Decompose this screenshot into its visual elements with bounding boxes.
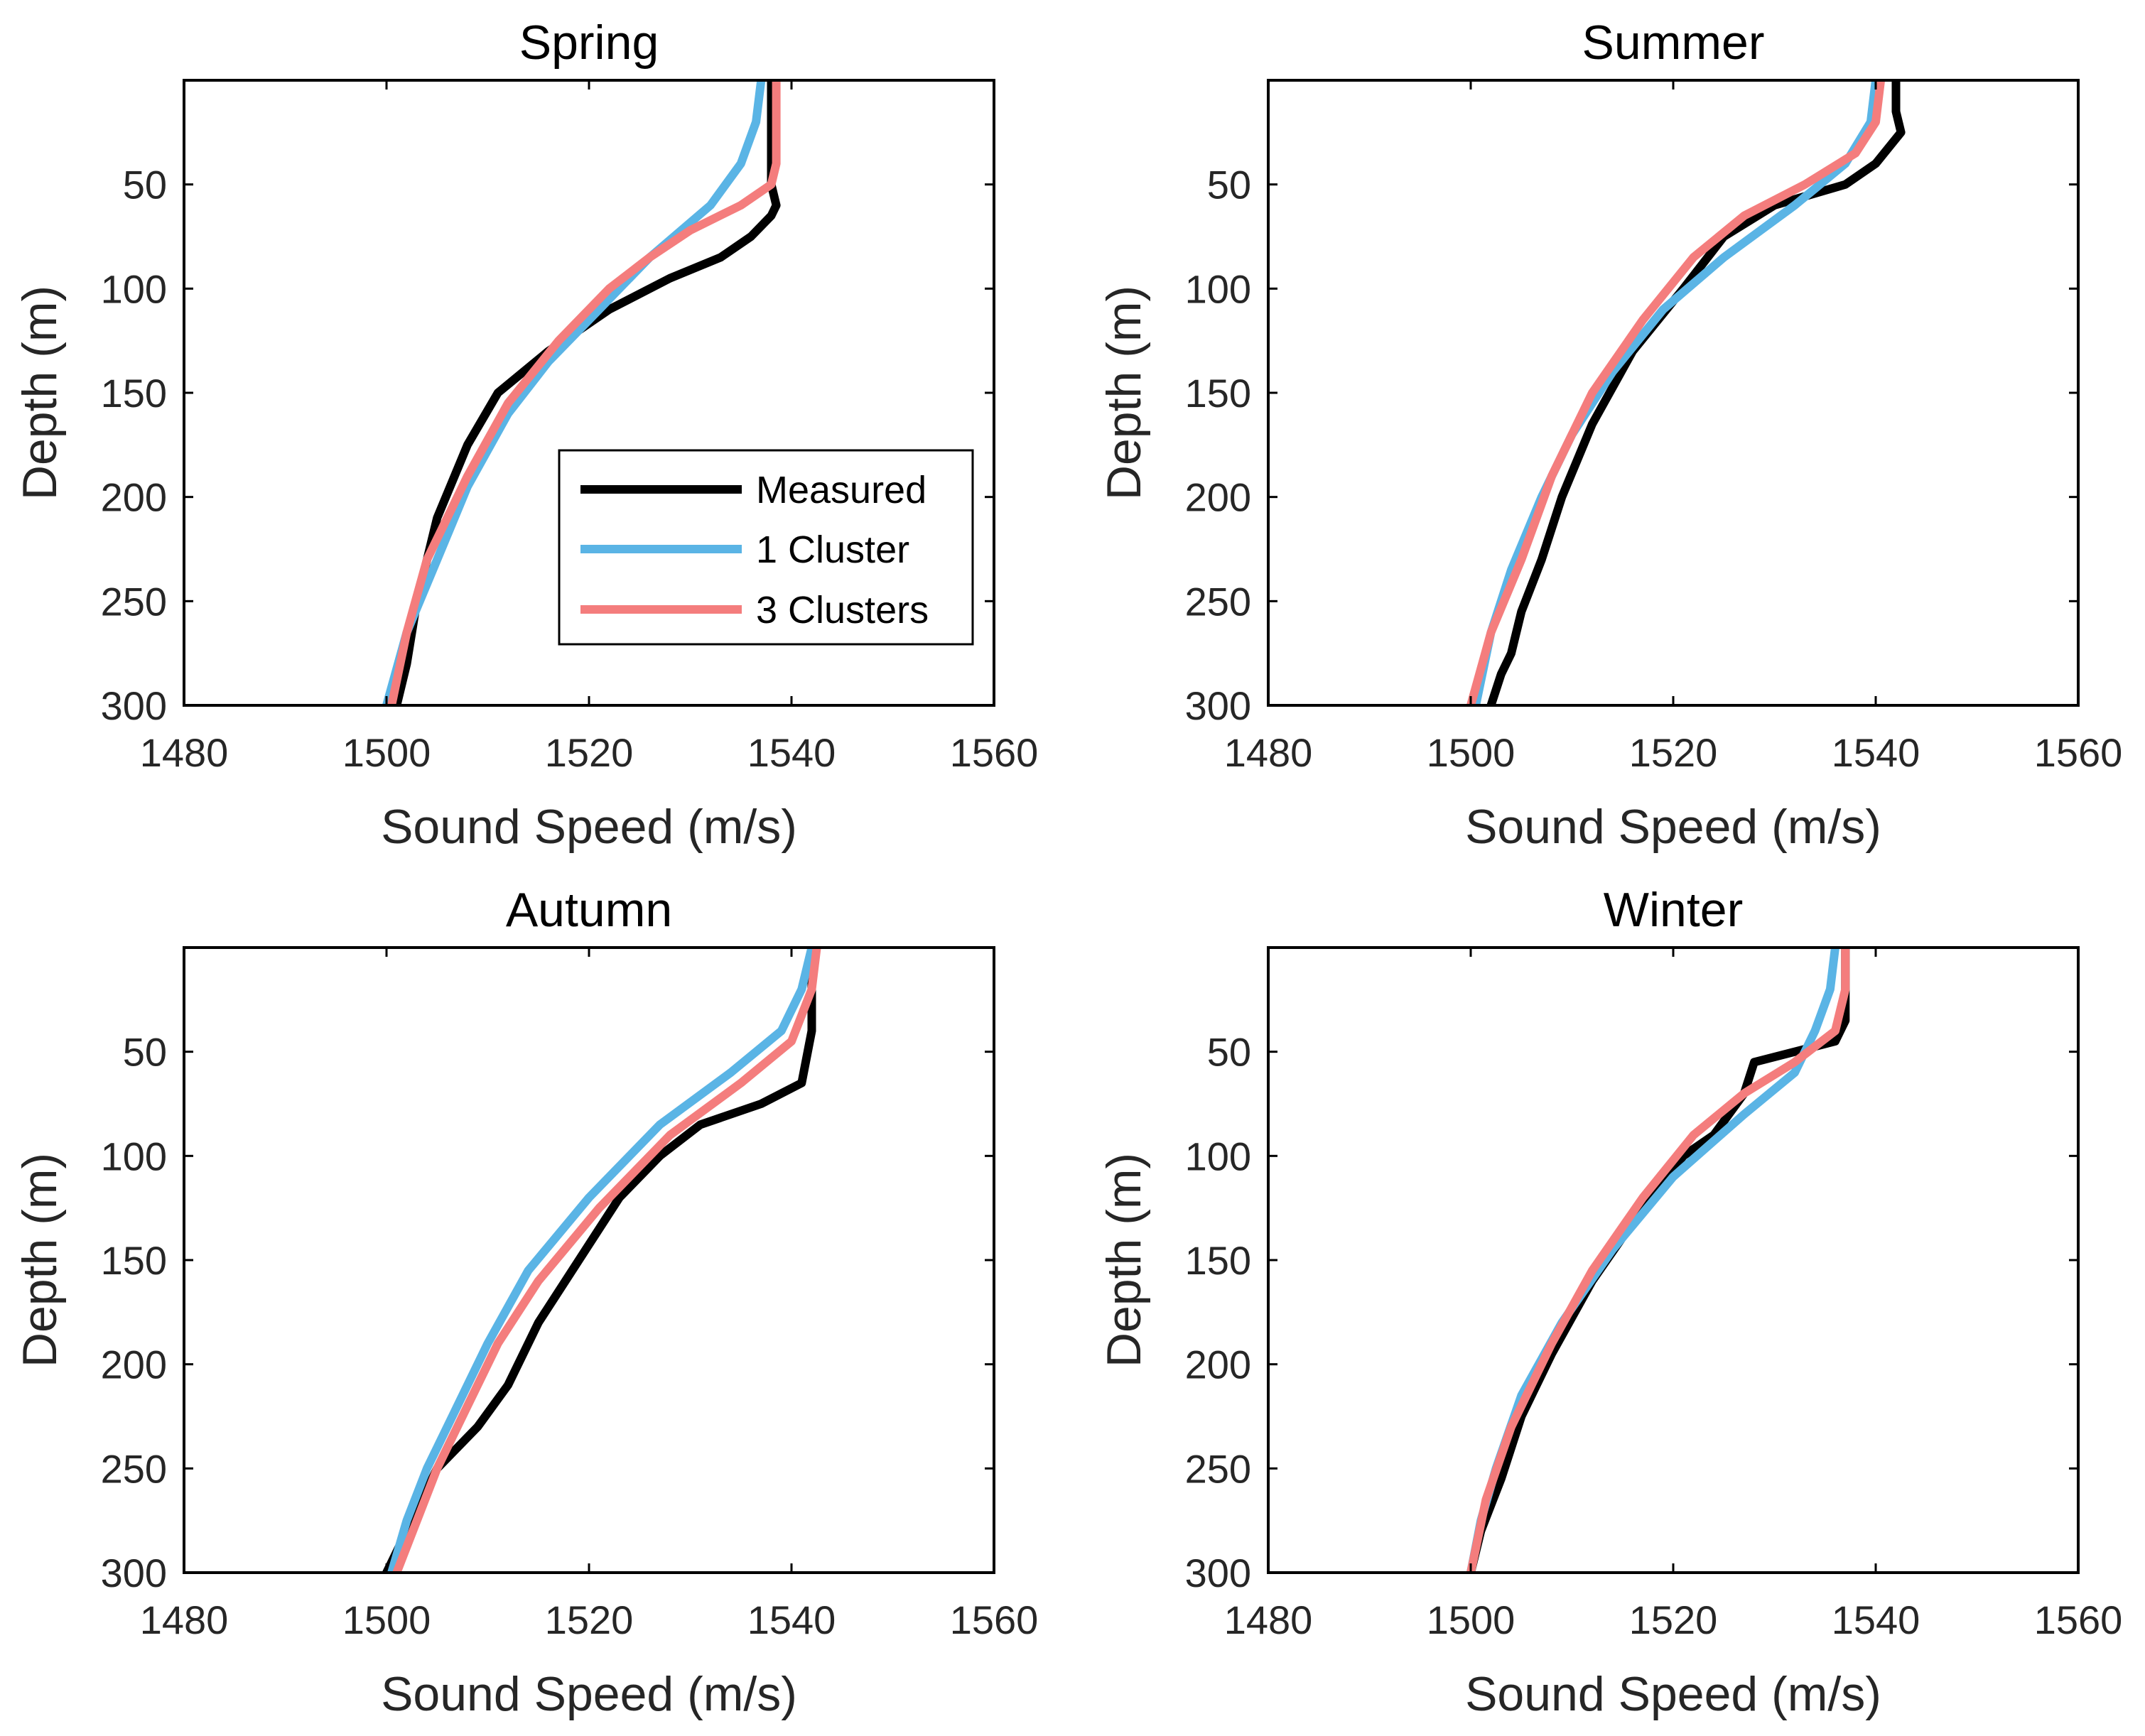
chart-title: Spring bbox=[519, 16, 659, 70]
y-axis-label: Depth (m) bbox=[1097, 286, 1151, 500]
series-line-3-clusters bbox=[392, 948, 821, 1573]
y-tick-label: 50 bbox=[1207, 1030, 1251, 1075]
x-tick-label: 1540 bbox=[747, 730, 836, 775]
series-line-measured bbox=[382, 948, 816, 1573]
y-tick-label: 150 bbox=[101, 1238, 167, 1283]
chart-panel-winter: 1480 1500 1520 1540 1560 50 100 150 200 250 300 Win… bbox=[1097, 883, 2122, 1721]
series-line-1-cluster bbox=[382, 80, 766, 705]
legend-label-measured: Measured bbox=[756, 469, 926, 511]
y-tick-label: 300 bbox=[1185, 683, 1251, 728]
series-line-1-cluster bbox=[387, 948, 816, 1573]
x-tick-label: 1540 bbox=[1832, 730, 1920, 775]
y-tick-label: 200 bbox=[101, 475, 167, 520]
y-tick-label: 100 bbox=[1185, 1134, 1251, 1178]
x-tick-label: 1500 bbox=[342, 1597, 431, 1642]
chart-panel-autumn: 1480 1500 1520 1540 1560 50 100 150 200 250 300 Aut… bbox=[13, 883, 1038, 1721]
legend: Measured 1 Cluster 3 Clusters bbox=[558, 449, 974, 646]
series-group bbox=[382, 80, 781, 705]
x-axis-label: Sound Speed (m/s) bbox=[1465, 800, 1881, 854]
legend-label-1-cluster: 1 Cluster bbox=[756, 528, 909, 571]
y-tick-label: 50 bbox=[123, 1030, 167, 1075]
series-line-3-clusters bbox=[1466, 948, 1850, 1573]
series-group bbox=[1466, 80, 1906, 705]
chart-panel-spring: 1480 1500 1520 1540 1560 50 100 150 200 250 300 Spr… bbox=[13, 16, 1038, 854]
x-tick-label: 1500 bbox=[342, 730, 431, 775]
y-axis-label: Depth (m) bbox=[13, 1153, 67, 1367]
x-tick-label: 1540 bbox=[747, 1597, 836, 1642]
legend-label-3-clusters: 3 Clusters bbox=[756, 589, 929, 631]
series-line-measured bbox=[1466, 948, 1850, 1573]
y-tick-label: 200 bbox=[101, 1342, 167, 1387]
y-axis-label: Depth (m) bbox=[13, 286, 67, 500]
y-tick-label: 250 bbox=[101, 579, 167, 624]
chart-panel-summer: 1480 1500 1520 1540 1560 50 100 150 200 250 300 Sum… bbox=[1097, 16, 2122, 854]
x-axis-label: Sound Speed (m/s) bbox=[381, 800, 797, 854]
chart-title: Autumn bbox=[506, 883, 672, 937]
y-tick-label: 150 bbox=[101, 371, 167, 416]
x-tick-label: 1560 bbox=[950, 730, 1039, 775]
y-tick-label: 250 bbox=[1185, 579, 1251, 624]
x-axis-label: Sound Speed (m/s) bbox=[381, 1667, 797, 1721]
y-tick-label: 300 bbox=[101, 1551, 167, 1595]
x-tick-label: 1560 bbox=[950, 1597, 1039, 1642]
y-tick-label: 100 bbox=[101, 1134, 167, 1178]
x-tick-label: 1520 bbox=[1629, 1597, 1718, 1642]
x-tick-label: 1480 bbox=[1224, 1597, 1313, 1642]
series-group bbox=[382, 948, 821, 1573]
x-axis-label: Sound Speed (m/s) bbox=[1465, 1667, 1881, 1721]
y-tick-label: 50 bbox=[1207, 163, 1251, 207]
y-tick-label: 250 bbox=[1185, 1446, 1251, 1491]
y-tick-label: 150 bbox=[1185, 1238, 1251, 1283]
x-tick-label: 1540 bbox=[1832, 1597, 1920, 1642]
y-tick-label: 300 bbox=[1185, 1551, 1251, 1595]
y-tick-label: 100 bbox=[1185, 266, 1251, 311]
y-tick-label: 300 bbox=[101, 683, 167, 728]
x-tick-label: 1480 bbox=[1224, 730, 1313, 775]
x-tick-label: 1560 bbox=[2034, 1597, 2123, 1642]
series-group bbox=[1466, 948, 1850, 1573]
y-axis-label: Depth (m) bbox=[1097, 1153, 1151, 1367]
x-tick-label: 1520 bbox=[1629, 730, 1718, 775]
y-tick-label: 150 bbox=[1185, 371, 1251, 416]
x-tick-label: 1520 bbox=[545, 1597, 634, 1642]
series-line-3-clusters bbox=[1466, 80, 1886, 705]
x-tick-label: 1480 bbox=[140, 730, 229, 775]
chart-title: Winter bbox=[1604, 883, 1743, 937]
x-tick-label: 1480 bbox=[140, 1597, 229, 1642]
y-tick-label: 250 bbox=[101, 1446, 167, 1491]
x-tick-label: 1500 bbox=[1427, 1597, 1515, 1642]
chart-title: Summer bbox=[1582, 16, 1765, 70]
x-tick-label: 1500 bbox=[1427, 730, 1515, 775]
y-tick-label: 100 bbox=[101, 266, 167, 311]
x-tick-label: 1560 bbox=[2034, 730, 2123, 775]
y-tick-label: 200 bbox=[1185, 475, 1251, 520]
series-line-3-clusters bbox=[387, 80, 781, 705]
x-tick-label: 1520 bbox=[545, 730, 634, 775]
y-tick-label: 50 bbox=[123, 163, 167, 207]
y-tick-label: 200 bbox=[1185, 1342, 1251, 1387]
